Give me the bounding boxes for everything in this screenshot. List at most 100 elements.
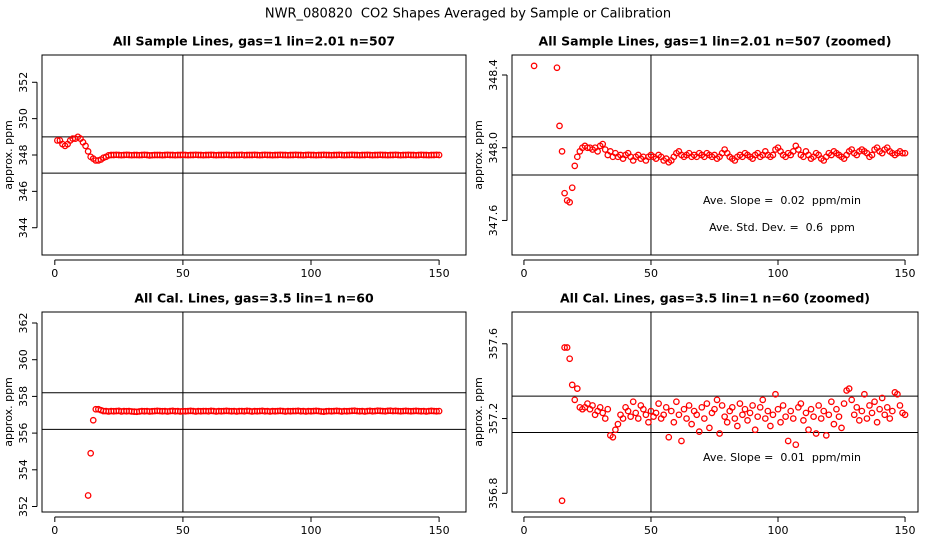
data-point — [624, 407, 632, 415]
data-point — [82, 142, 89, 150]
data-point — [797, 400, 805, 407]
data-point — [883, 403, 891, 411]
data-point — [794, 146, 802, 153]
data-point — [89, 416, 97, 424]
data-point — [652, 409, 660, 417]
y-tick-label: 357.2 — [487, 403, 500, 435]
plot-frame — [41, 311, 467, 513]
data-point — [530, 62, 538, 70]
y-tick-label: 362 — [17, 313, 30, 334]
data-point — [825, 411, 833, 419]
data-point — [563, 344, 571, 351]
x-tick-label: 50 — [176, 267, 190, 280]
data-point — [688, 420, 695, 428]
data-point — [863, 415, 871, 422]
data-point — [802, 409, 810, 417]
data-point — [812, 430, 820, 437]
data-point — [667, 407, 675, 415]
data-point — [721, 413, 729, 421]
y-tick-label: 352 — [17, 72, 30, 93]
data-point — [741, 405, 749, 413]
data-point — [881, 411, 889, 419]
data-point — [594, 148, 601, 155]
x-tick-label: 0 — [520, 524, 527, 537]
data-point — [739, 411, 746, 419]
data-point — [642, 411, 650, 419]
data-point — [612, 426, 619, 434]
data-point — [830, 420, 838, 428]
data-point — [756, 403, 764, 411]
data-point — [759, 396, 767, 404]
y-tick-label: 348.4 — [487, 59, 500, 91]
x-tick-label: 50 — [176, 524, 190, 537]
data-point — [769, 151, 777, 159]
data-point — [789, 415, 797, 422]
data-point — [571, 162, 579, 170]
x-tick-label: 50 — [644, 524, 658, 537]
data-point — [736, 400, 744, 407]
data-point — [723, 418, 731, 426]
data-point — [868, 151, 876, 159]
panel: All Sample Lines, gas=1 lin=2.01 n=507 (… — [472, 34, 919, 280]
data-point — [573, 153, 581, 161]
x-tick-label: 100 — [301, 267, 322, 280]
data-point — [614, 420, 622, 428]
x-tick-label: 100 — [301, 524, 322, 537]
data-point — [675, 411, 683, 419]
data-point — [700, 415, 708, 422]
data-point — [820, 407, 828, 415]
data-point — [695, 428, 703, 435]
data-point — [665, 433, 673, 441]
y-tick-label: 354 — [17, 459, 30, 480]
y-tick-label: 348.0 — [487, 132, 500, 164]
x-tick-label: 0 — [51, 524, 58, 537]
data-point — [886, 415, 894, 422]
data-point — [435, 151, 443, 159]
data-point — [703, 400, 711, 407]
panel-title: All Cal. Lines, gas=3.5 lin=1 n=60 (zoom… — [560, 291, 870, 306]
data-point — [777, 418, 784, 426]
x-tick-label: 0 — [51, 267, 58, 280]
data-point — [878, 394, 886, 402]
data-point — [861, 390, 868, 398]
data-point — [673, 398, 680, 406]
figure-title: NWR_080820 CO2 Shapes Averaged by Sample… — [265, 7, 671, 22]
data-point — [640, 405, 647, 413]
data-point — [645, 418, 652, 426]
data-point — [84, 148, 92, 155]
plot-frame — [41, 54, 467, 256]
data-point — [792, 441, 800, 449]
data-point — [433, 407, 440, 415]
data-point — [769, 411, 777, 419]
data-point — [599, 409, 607, 417]
data-point — [807, 405, 815, 413]
panel-title: All Sample Lines, gas=1 lin=2.01 n=507 — [113, 34, 395, 49]
y-axis-label: approx. ppm — [472, 120, 485, 190]
x-tick-label: 100 — [768, 267, 789, 280]
panel-title: All Sample Lines, gas=1 lin=2.01 n=507 (… — [539, 34, 892, 49]
data-point — [901, 149, 909, 157]
y-axis-label: approx. ppm — [472, 377, 485, 447]
data-point — [779, 402, 787, 409]
data-point — [632, 409, 640, 417]
data-point — [901, 411, 909, 419]
data-point — [888, 407, 896, 415]
data-point — [568, 184, 576, 192]
data-point — [660, 411, 668, 419]
data-point — [815, 402, 823, 409]
y-axis-label: approx. ppm — [2, 377, 15, 447]
data-point — [558, 497, 566, 505]
data-point — [800, 417, 807, 424]
annotation: Ave. Std. Dev. = 0.6 ppm — [709, 221, 855, 234]
y-tick-label: 360 — [17, 349, 30, 370]
data-point — [853, 403, 861, 411]
data-point — [571, 396, 579, 404]
data-point — [754, 413, 762, 421]
data-point — [54, 137, 61, 144]
data-point — [749, 402, 756, 409]
panel: All Sample Lines, gas=1 lin=2.01 n=507 ap… — [2, 34, 467, 280]
x-tick-label: 0 — [520, 267, 527, 280]
data-point — [767, 422, 774, 430]
